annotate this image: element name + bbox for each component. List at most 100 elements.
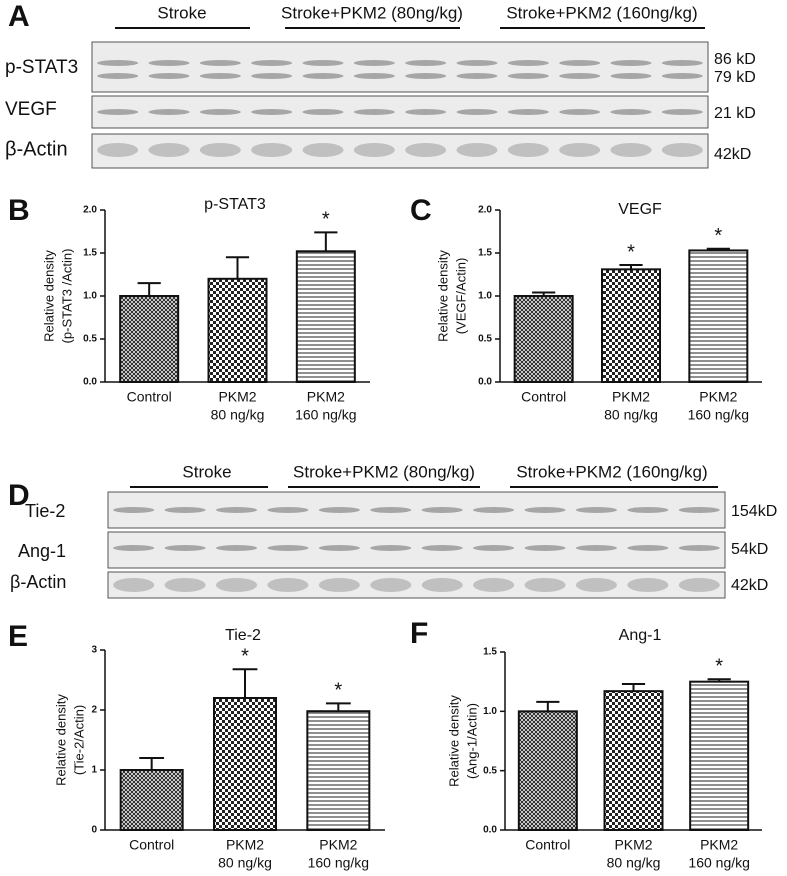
band-size: 42kD [731, 577, 768, 594]
y-tick-label: 1 [91, 765, 97, 776]
blot-band [113, 578, 155, 592]
band-size: 21 kD [714, 105, 756, 122]
blot-band [148, 73, 190, 79]
bar [119, 295, 180, 383]
chart-title: Tie-2 [225, 627, 261, 644]
blot-band [627, 507, 669, 513]
blot-band [251, 60, 293, 66]
bar [119, 769, 184, 831]
blot-band [215, 507, 258, 513]
x-tick-label: PKM2 [226, 837, 264, 853]
blot-band [575, 507, 618, 513]
blot-band [507, 109, 549, 115]
blot-band [267, 578, 309, 592]
group-label: Stroke+PKM2 (160ng/kg) [506, 3, 697, 22]
blot-band [148, 109, 190, 115]
chart-title: Ang-1 [619, 627, 662, 644]
blot-band [302, 60, 344, 66]
bar [688, 249, 749, 383]
panel-letter: D [8, 479, 30, 512]
blot-band [627, 545, 669, 551]
blot-membrane [107, 571, 726, 599]
y-tick-label: 0 [91, 825, 97, 836]
blot-membrane [91, 41, 709, 93]
blot-band [370, 545, 412, 551]
y-axis-label: Relative density [435, 250, 450, 342]
panel-letter: A [8, 0, 30, 33]
y-axis-label: Relative density [53, 694, 68, 786]
blot-band [678, 578, 720, 592]
blot-band [661, 109, 703, 115]
blot-band [456, 109, 498, 115]
blot-band [661, 143, 703, 157]
panel-letter: F [410, 617, 428, 650]
blot-band [199, 73, 241, 79]
y-axis-label: Relative density [446, 695, 461, 787]
bar [213, 697, 277, 831]
bar [601, 268, 661, 383]
x-tick-label: PKM2 [612, 389, 650, 405]
y-tick-label: 1.0 [483, 706, 497, 717]
blot-band [318, 507, 360, 513]
blot-band [164, 578, 206, 592]
blot-band [370, 507, 412, 513]
blot-membrane [91, 95, 709, 129]
y-tick-label: 2.0 [83, 205, 97, 216]
y-axis-label: (VEGF/Actin) [453, 258, 468, 335]
blot-row-label: Ang-1 [18, 541, 66, 561]
blot-band [302, 73, 344, 79]
blot-row-label: Tie-2 [25, 501, 65, 521]
chart-title: VEGF [618, 201, 662, 218]
blot-band [113, 545, 155, 551]
x-tick-label: PKM2 [218, 389, 256, 405]
y-tick-label: 3 [91, 645, 97, 656]
x-tick-label: 160 ng/kg [295, 407, 357, 423]
blot-band [661, 73, 703, 79]
y-tick-label: 0.0 [478, 377, 492, 388]
significance-mark: * [322, 209, 330, 231]
x-tick-label: PKM2 [319, 837, 357, 853]
blot-band [524, 545, 566, 551]
blot-membrane [91, 133, 709, 169]
bar [517, 710, 578, 831]
blot-band [318, 578, 360, 592]
panel-letter: B [8, 194, 30, 227]
blot-band [97, 109, 139, 115]
group-label: Stroke [182, 462, 231, 481]
y-axis-label: (Tie-2/Actin) [71, 705, 86, 775]
blot-band [559, 143, 601, 157]
blot-band [473, 545, 515, 551]
x-tick-label: PKM2 [307, 389, 345, 405]
bar [603, 690, 664, 831]
significance-mark: * [715, 656, 723, 678]
x-tick-label: PKM2 [699, 389, 737, 405]
blot-membrane [107, 491, 726, 529]
blot-band [353, 60, 395, 66]
y-tick-label: 2.0 [478, 205, 492, 216]
group-label: Stroke+PKM2 (80ng/kg) [293, 462, 475, 481]
blot-band [627, 578, 669, 592]
blot-band [524, 507, 566, 513]
x-tick-label: PKM2 [700, 837, 738, 853]
bar [513, 295, 574, 383]
blot-band [559, 109, 601, 115]
y-axis-label: (p-STAT3 /Actin) [59, 249, 74, 344]
blot-band [507, 143, 549, 157]
x-tick-label: 160 ng/kg [688, 407, 750, 423]
blot-band [405, 60, 447, 66]
blot-band [456, 143, 498, 157]
x-tick-label: 80 ng/kg [604, 407, 658, 423]
blot-band [473, 578, 515, 592]
blot-band [678, 545, 720, 551]
bar [306, 710, 371, 832]
blot-band [199, 60, 241, 66]
blot-band [507, 60, 549, 66]
blot-band [610, 109, 652, 115]
significance-mark: * [241, 645, 249, 667]
band-size: 54kD [731, 541, 768, 558]
blot-band [251, 143, 293, 157]
x-tick-label: 80 ng/kg [607, 855, 661, 871]
bar [207, 277, 268, 383]
blot-band [148, 143, 190, 157]
y-tick-label: 0.0 [483, 825, 497, 836]
